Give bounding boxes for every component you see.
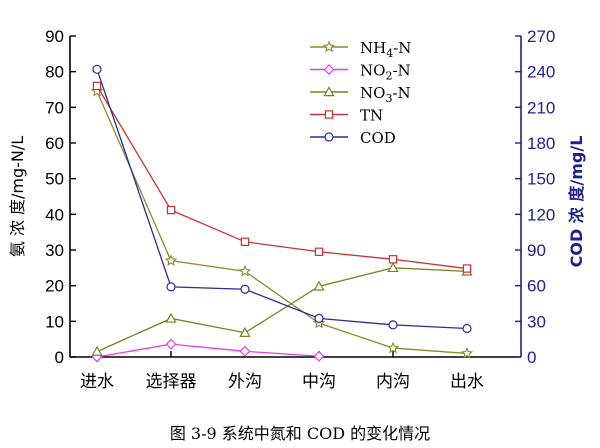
series-tn: [92, 81, 472, 273]
legend-marker: [324, 110, 334, 119]
legend-label: COD: [360, 129, 396, 147]
x-tick-label: 进水: [80, 372, 114, 392]
data-point: [91, 345, 103, 356]
data-point: [238, 264, 252, 277]
data-point: [165, 338, 177, 350]
legend-marker: [324, 132, 334, 142]
figure-caption: 图 3-9 系统中氮和 COD 的变化情况: [169, 424, 431, 443]
legend-label: NO2-N: [360, 62, 411, 83]
left-tick-label: 0: [55, 348, 64, 367]
series-cod: [92, 64, 472, 334]
data-point: [313, 280, 325, 291]
legend-marker: [322, 40, 336, 53]
data-point: [460, 346, 474, 359]
right-tick-label: 60: [527, 277, 546, 296]
right-tick-label: 30: [527, 312, 546, 331]
left-tick-label: 70: [45, 98, 64, 117]
data-point: [166, 205, 176, 215]
legend-label: NO3-N: [360, 84, 411, 105]
legend-item: NH4-N: [310, 39, 411, 60]
series-layer: [90, 64, 474, 363]
x-tick-label: 外沟: [228, 372, 262, 392]
left-tick-label: 10: [45, 312, 64, 331]
data-point: [386, 341, 400, 354]
data-point: [313, 350, 325, 362]
right-tick-label: 120: [527, 205, 555, 224]
data-point: [462, 323, 472, 334]
series-line: [96, 69, 468, 330]
data-point: [387, 262, 399, 273]
legend-item: NO3-N: [310, 84, 411, 105]
data-point: [388, 255, 398, 264]
legend-label: TN: [360, 107, 383, 125]
right-tick-label: 180: [527, 134, 555, 153]
data-point: [165, 312, 177, 323]
right-tick-label: 0: [527, 348, 536, 367]
data-point: [388, 320, 398, 330]
left-tick-label: 80: [45, 63, 64, 82]
data-point: [314, 247, 324, 256]
left-tick-label: 20: [45, 277, 64, 296]
x-tick-label: 内沟: [376, 372, 410, 392]
axes: 0 10 20 30 40 50 60 70 80 90 0 30 60 90 120 150 180 210 24…: [8, 27, 586, 392]
series-line: [96, 343, 320, 358]
left-tick-label: 60: [45, 134, 64, 153]
left-tick-label: 90: [45, 27, 64, 46]
data-point: [239, 345, 251, 357]
right-tick-label: 270: [527, 27, 555, 46]
data-point: [240, 284, 250, 294]
data-point: [462, 264, 472, 273]
legend-item: TN: [310, 107, 383, 125]
data-point: [239, 326, 251, 337]
left-tick-label: 30: [45, 241, 64, 260]
right-tick-label: 240: [527, 63, 555, 82]
left-axis-title: 氨 浓 度/mg-N/L: [8, 136, 27, 257]
data-point: [92, 81, 102, 91]
legend-item: NO2-N: [310, 62, 411, 83]
series-no3-n: [91, 262, 473, 356]
data-point: [240, 237, 250, 246]
series-line: [96, 267, 468, 353]
data-point: [92, 64, 102, 74]
data-point: [164, 254, 178, 266]
legend-marker: [323, 64, 335, 75]
right-tick-label: 90: [527, 241, 546, 260]
right-tick-label: 150: [527, 170, 555, 189]
x-tick-label: 中沟: [302, 372, 336, 392]
right-axis-title: COD 浓 度/mg/L: [567, 136, 586, 268]
right-tick-label: 210: [527, 98, 555, 117]
x-tick-label: 出水: [450, 372, 484, 392]
series-nh4-n: [90, 84, 474, 359]
chart: 0 10 20 30 40 50 60 70 80 90 0 30 60 90 120 150 180 210 24…: [8, 27, 586, 392]
legend-marker: [323, 86, 335, 97]
series-line: [96, 91, 468, 355]
left-tick-label: 50: [45, 170, 64, 189]
legend-label: NH4-N: [360, 39, 411, 60]
data-point: [166, 282, 176, 292]
series-no2-n: [91, 338, 325, 363]
left-tick-label: 40: [45, 205, 64, 224]
data-point: [314, 313, 324, 323]
series-line: [96, 85, 468, 270]
x-tick-label: 选择器: [146, 372, 197, 392]
legend-item: COD: [310, 129, 396, 147]
